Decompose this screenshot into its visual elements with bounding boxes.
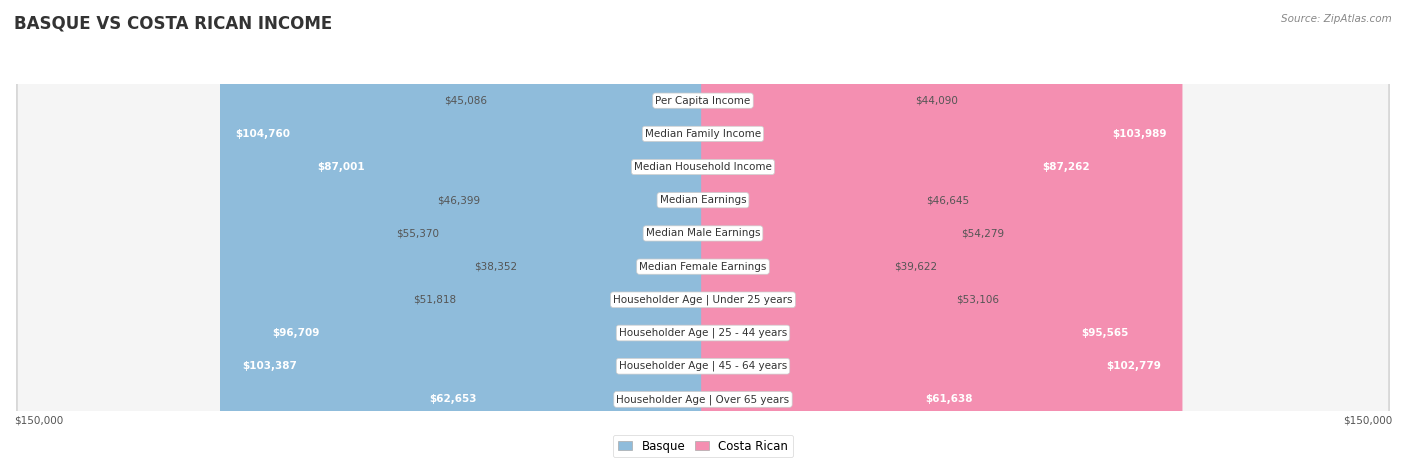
Text: $38,352: $38,352 [475,262,517,272]
FancyBboxPatch shape [524,0,704,467]
FancyBboxPatch shape [226,0,704,467]
Text: $39,622: $39,622 [894,262,938,272]
Text: $102,779: $102,779 [1107,361,1161,371]
FancyBboxPatch shape [17,0,1389,467]
FancyBboxPatch shape [702,0,988,467]
Text: $150,000: $150,000 [14,415,63,425]
Text: Median Household Income: Median Household Income [634,162,772,172]
Text: $150,000: $150,000 [1343,415,1392,425]
Text: Householder Age | Under 25 years: Householder Age | Under 25 years [613,295,793,305]
Text: Householder Age | 25 - 44 years: Householder Age | 25 - 44 years [619,328,787,338]
FancyBboxPatch shape [702,0,907,467]
Text: Per Capita Income: Per Capita Income [655,96,751,106]
Text: $51,818: $51,818 [413,295,456,305]
Text: $44,090: $44,090 [915,96,957,106]
Text: $95,565: $95,565 [1081,328,1128,338]
Text: Source: ZipAtlas.com: Source: ZipAtlas.com [1281,14,1392,24]
FancyBboxPatch shape [17,0,1389,467]
Text: Median Female Earnings: Median Female Earnings [640,262,766,272]
Text: Median Family Income: Median Family Income [645,129,761,139]
FancyBboxPatch shape [702,0,949,467]
FancyBboxPatch shape [219,0,704,467]
Text: $103,989: $103,989 [1112,129,1167,139]
FancyBboxPatch shape [17,0,1389,467]
Text: $96,709: $96,709 [273,328,321,338]
FancyBboxPatch shape [17,0,1389,467]
Text: $54,279: $54,279 [962,228,1005,239]
Text: $87,262: $87,262 [1042,162,1090,172]
Text: Median Male Earnings: Median Male Earnings [645,228,761,239]
Legend: Basque, Costa Rican: Basque, Costa Rican [613,435,793,457]
FancyBboxPatch shape [17,0,1389,467]
Text: $46,645: $46,645 [927,195,970,205]
Text: $55,370: $55,370 [396,228,440,239]
FancyBboxPatch shape [488,0,704,467]
FancyBboxPatch shape [463,0,704,467]
Text: BASQUE VS COSTA RICAN INCOME: BASQUE VS COSTA RICAN INCOME [14,14,332,32]
FancyBboxPatch shape [702,0,887,467]
Text: Householder Age | 45 - 64 years: Householder Age | 45 - 64 years [619,361,787,371]
Text: Median Earnings: Median Earnings [659,195,747,205]
FancyBboxPatch shape [702,0,1143,467]
Text: $53,106: $53,106 [956,295,1000,305]
FancyBboxPatch shape [257,0,704,467]
Text: $62,653: $62,653 [429,395,477,404]
Text: $46,399: $46,399 [437,195,481,205]
FancyBboxPatch shape [702,0,955,467]
FancyBboxPatch shape [17,0,1389,467]
Text: $61,638: $61,638 [925,395,973,404]
FancyBboxPatch shape [413,0,704,467]
Text: $104,760: $104,760 [236,129,291,139]
Text: $45,086: $45,086 [444,96,486,106]
FancyBboxPatch shape [17,0,1389,467]
FancyBboxPatch shape [17,0,1389,467]
Text: $87,001: $87,001 [318,162,364,172]
Text: Householder Age | Over 65 years: Householder Age | Over 65 years [616,394,790,405]
Text: $103,387: $103,387 [242,361,297,371]
FancyBboxPatch shape [702,0,1177,467]
FancyBboxPatch shape [702,0,1182,467]
FancyBboxPatch shape [17,0,1389,467]
FancyBboxPatch shape [301,0,704,467]
FancyBboxPatch shape [702,0,920,467]
FancyBboxPatch shape [447,0,704,467]
FancyBboxPatch shape [494,0,704,467]
FancyBboxPatch shape [702,0,1105,467]
FancyBboxPatch shape [17,0,1389,467]
